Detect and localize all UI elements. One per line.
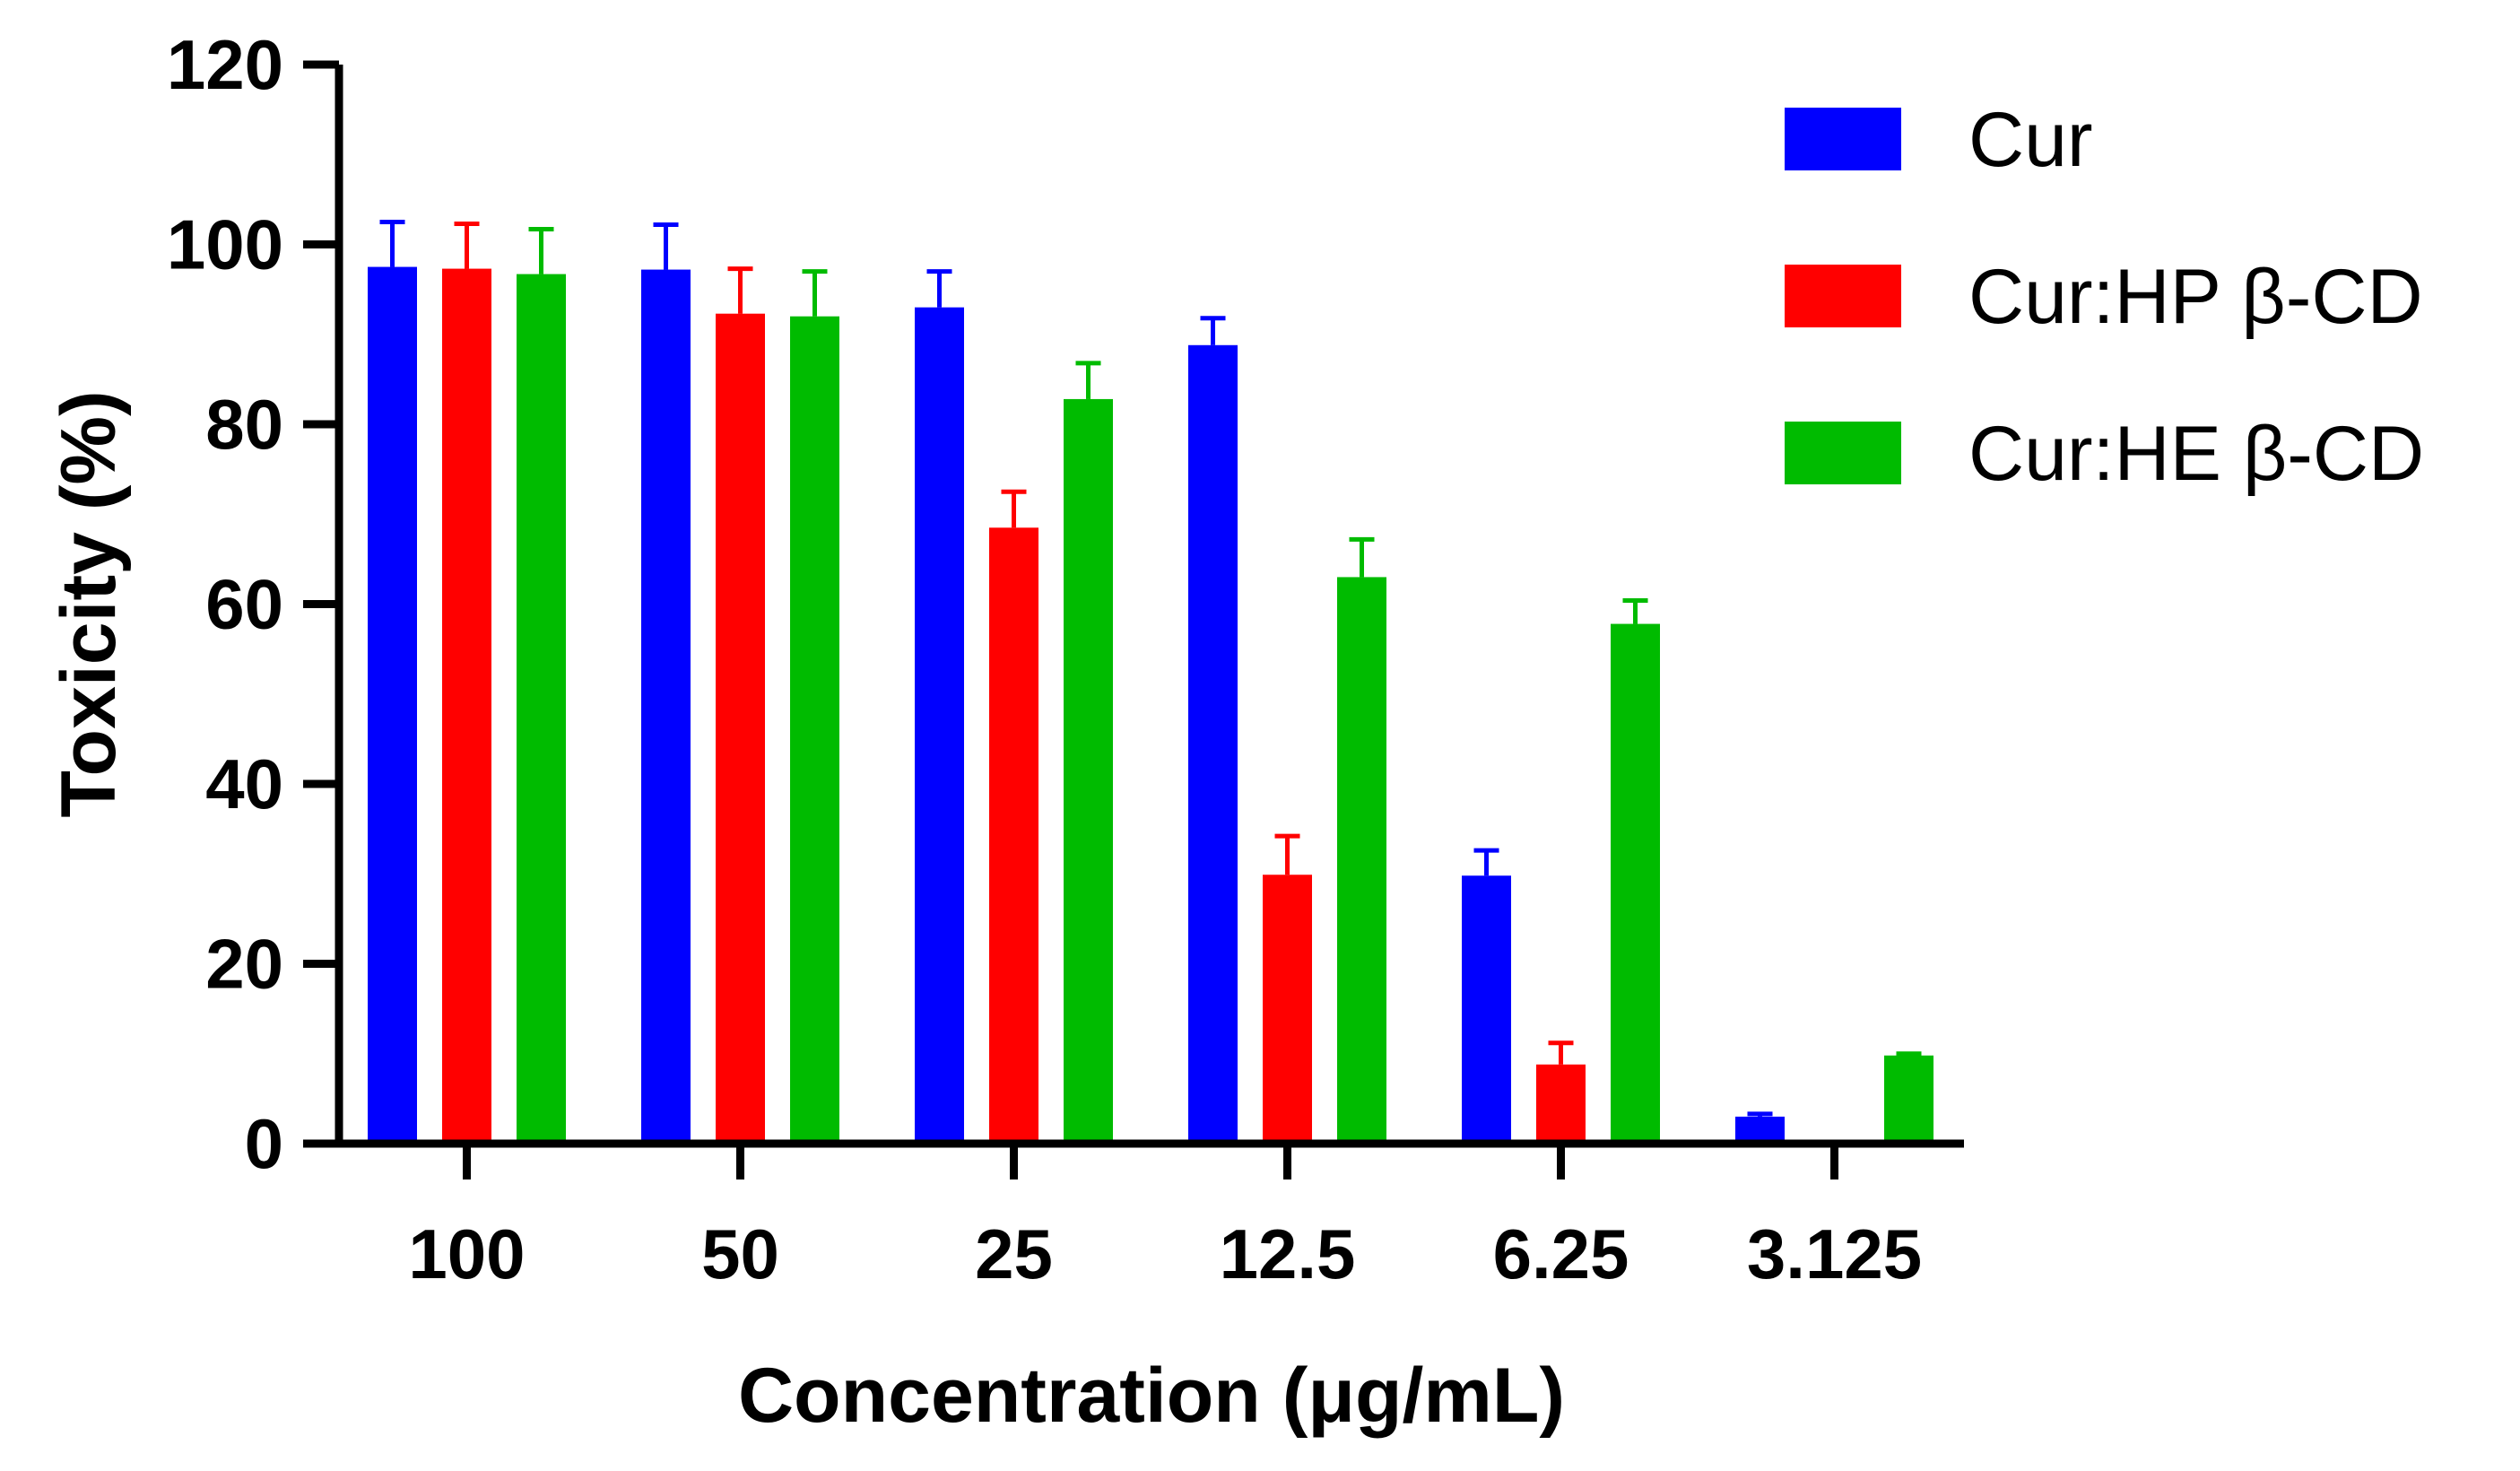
bar-cur-he-cd-50 bbox=[790, 316, 839, 1144]
bar-cur-he-cd-3.125 bbox=[1884, 1055, 1933, 1144]
legend: Cur Cur:HP β-CD Cur:HE β-CD bbox=[1785, 97, 2424, 497]
x-ticks: 100 50 25 12.5 6.25 3.125 bbox=[408, 1144, 1922, 1293]
x-tick-label: 50 bbox=[701, 1214, 779, 1293]
bar-cur-25 bbox=[915, 307, 964, 1144]
y-tick-label: 100 bbox=[167, 205, 283, 284]
bar-cur-hp-cd-6.25 bbox=[1536, 1064, 1586, 1144]
x-tick-label: 3.125 bbox=[1747, 1214, 1922, 1293]
y-tick-label: 0 bbox=[245, 1104, 283, 1183]
x-tick-label: 6.25 bbox=[1493, 1214, 1629, 1293]
bar-cur-50 bbox=[641, 269, 691, 1144]
bar-cur-he-cd-100 bbox=[517, 274, 566, 1144]
bar-cur-he-cd-6.25 bbox=[1611, 623, 1660, 1144]
bar-cur-hp-cd-100 bbox=[442, 268, 491, 1144]
legend-label: Cur bbox=[1968, 97, 2093, 183]
x-axis-title: Concentration (μg/mL) bbox=[738, 1353, 1565, 1439]
legend-swatch bbox=[1785, 108, 1901, 170]
bar-cur-6.25 bbox=[1462, 875, 1511, 1144]
y-tick-label: 60 bbox=[205, 565, 283, 644]
legend-swatch bbox=[1785, 422, 1901, 484]
x-tick-label: 100 bbox=[408, 1214, 525, 1293]
y-tick-label: 120 bbox=[167, 25, 283, 104]
bar-cur-100 bbox=[368, 266, 417, 1144]
legend-label: Cur:HP β-CD bbox=[1968, 254, 2423, 340]
bar-cur-hp-cd-50 bbox=[716, 313, 765, 1144]
x-tick-label: 25 bbox=[975, 1214, 1053, 1293]
y-tick-label: 40 bbox=[205, 744, 283, 823]
y-tick-label: 80 bbox=[205, 385, 283, 464]
legend-label: Cur:HE β-CD bbox=[1968, 411, 2424, 497]
bar-cur-he-cd-12.5 bbox=[1337, 577, 1386, 1144]
bar-cur-12.5 bbox=[1188, 344, 1238, 1144]
legend-swatch bbox=[1785, 265, 1901, 327]
bars-layer bbox=[368, 266, 1933, 1144]
bar-cur-hp-cd-12.5 bbox=[1263, 875, 1312, 1144]
axes-layer bbox=[335, 65, 1964, 1148]
bar-cur-he-cd-25 bbox=[1064, 398, 1113, 1144]
x-tick-label: 12.5 bbox=[1220, 1214, 1356, 1293]
bar-cur-3.125 bbox=[1735, 1116, 1785, 1144]
bar-cur-hp-cd-25 bbox=[989, 527, 1038, 1144]
y-tick-label: 20 bbox=[205, 925, 283, 1004]
y-ticks: 0 20 40 60 80 100 120 bbox=[167, 25, 339, 1183]
y-axis-title: Toxicity (%) bbox=[46, 390, 132, 817]
error-bars-layer bbox=[379, 219, 1922, 1117]
